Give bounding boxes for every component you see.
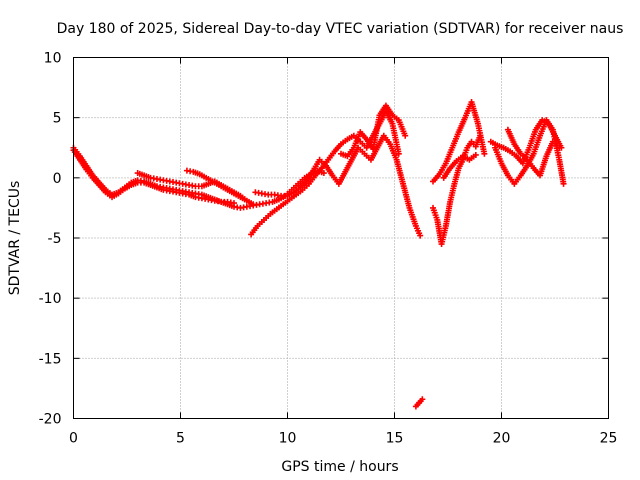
y-axis-label: SDTVAR / TECUs xyxy=(7,181,23,296)
y-tick-label: 0 xyxy=(53,171,62,187)
series-arc8 xyxy=(412,396,426,410)
data-point xyxy=(472,151,479,158)
chart-title: Day 180 of 2025, Sidereal Day-to-day VTE… xyxy=(57,21,624,37)
series-arc7 xyxy=(338,102,409,160)
y-tick-label: -10 xyxy=(39,291,62,307)
data-point xyxy=(419,396,426,403)
data-point xyxy=(417,232,424,239)
y-tick-label: -15 xyxy=(39,351,62,367)
series-arc4 xyxy=(183,167,248,203)
x-tick-label: 25 xyxy=(600,431,618,447)
data-point xyxy=(556,144,563,151)
y-tick-label: -5 xyxy=(48,231,62,247)
data-point xyxy=(320,170,327,177)
data-point xyxy=(250,201,257,208)
data-point xyxy=(481,150,488,157)
data-point xyxy=(402,132,409,139)
grid xyxy=(73,57,609,419)
data-point xyxy=(477,132,484,139)
series-arc2 xyxy=(70,147,237,207)
series-arc6 xyxy=(252,132,424,239)
y-tick-label: 10 xyxy=(44,51,62,67)
x-tick-label: 0 xyxy=(69,431,78,447)
x-tick-label: 15 xyxy=(386,431,404,447)
series-arc10 xyxy=(430,132,484,248)
x-axis-label: GPS time / hours xyxy=(281,459,398,475)
series-arc12 xyxy=(487,117,565,167)
data-point xyxy=(241,196,248,203)
series-arc11 xyxy=(440,151,479,181)
y-tick-label: 5 xyxy=(53,111,62,127)
data-point xyxy=(231,200,237,207)
data-points xyxy=(70,99,567,410)
series-arc14 xyxy=(504,126,563,179)
data-point xyxy=(560,180,567,187)
y-tick-label: -20 xyxy=(39,412,62,428)
x-tick-label: 20 xyxy=(493,431,511,447)
x-tick-label: 5 xyxy=(176,431,185,447)
axis-ticks: 0 5 10 15 20 25 -20 -15 -10 -5 0 5 10 xyxy=(39,51,618,447)
x-tick-label: 10 xyxy=(279,431,297,447)
